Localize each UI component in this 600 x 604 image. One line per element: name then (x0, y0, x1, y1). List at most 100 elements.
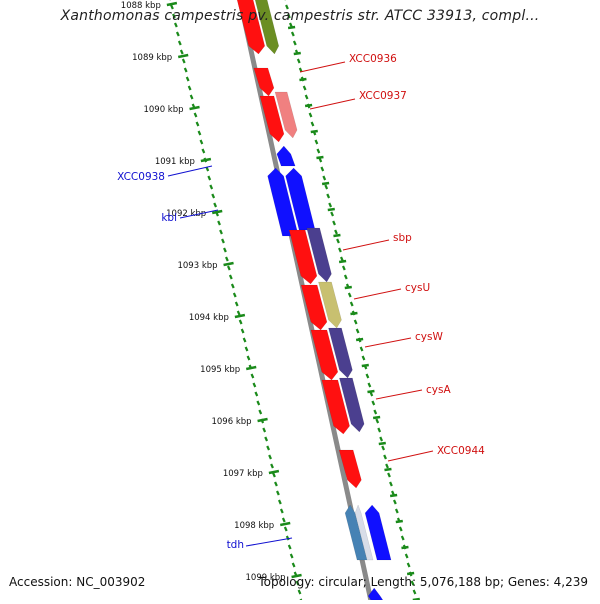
left-scale-dots (228, 274, 233, 280)
gene-arrow-tdh-cog[interactable] (354, 504, 374, 561)
left-scale-dots (285, 535, 290, 541)
right-scale-dots (404, 553, 409, 559)
left-scale-dots (266, 445, 271, 451)
left-scale-dots (281, 517, 286, 523)
gene-arrow-xcc0938-part[interactable] (276, 145, 296, 167)
gene-label-cysa[interactable]: cysA (426, 384, 451, 396)
left-scale-dots (187, 85, 192, 91)
gene-label-xcc0938[interactable]: XCC0938 (117, 171, 165, 183)
gene-arrow-kbl[interactable] (285, 167, 316, 231)
right-scale-dots (383, 454, 387, 460)
left-scale-dots (277, 499, 282, 505)
left-scale-dots (297, 589, 302, 595)
minor-tick-mark (327, 207, 335, 212)
right-scale-dots (285, 4, 289, 10)
tick-label: 1098 kbp (234, 521, 274, 531)
minor-tick-mark (338, 259, 347, 264)
right-scale-dots (302, 85, 307, 91)
right-scale-dots (322, 175, 327, 181)
right-scale-dots (296, 58, 301, 64)
gene-label-kbl[interactable]: kbl (161, 212, 177, 224)
gene-cog-xcc0937[interactable] (274, 91, 298, 139)
left-scale-dots (193, 112, 198, 118)
left-scale-dots (262, 427, 267, 433)
gene-arrow-xcc0937[interactable] (259, 95, 285, 143)
left-scale-dots (225, 256, 229, 262)
gene-cog-cysA[interactable] (339, 377, 365, 433)
gene-cog-sbp[interactable] (306, 227, 332, 283)
right-scale-dots (359, 346, 364, 352)
gene-arrow-xcc0938[interactable] (267, 167, 299, 237)
left-scale-dots (283, 526, 288, 532)
gene-arrow-cysU[interactable] (300, 284, 328, 331)
right-scale-dots (361, 355, 366, 361)
right-scale-dots (341, 265, 346, 271)
gene-label-leader (299, 61, 346, 73)
gene-label-leader (364, 337, 412, 348)
tick-mark (189, 105, 200, 111)
right-scale-dots (328, 202, 333, 208)
gene-label-cysw[interactable]: cysW (415, 331, 443, 343)
tick-label: 1090 kbp (143, 105, 183, 115)
left-scale-dots (272, 472, 276, 478)
gene-arrow-tdh[interactable] (364, 504, 392, 561)
gene-label-tdh[interactable]: tdh (227, 539, 244, 551)
left-scale-dots (268, 454, 272, 460)
gene-label-xcc0937[interactable]: XCC0937 (359, 90, 407, 102)
minor-tick-mark (389, 493, 398, 498)
left-scale-dots (270, 463, 274, 469)
gene-cog-xcc0935[interactable] (254, 0, 280, 55)
left-scale-dots (254, 391, 259, 397)
left-scale-dots (250, 373, 255, 379)
left-scale-dots (217, 220, 221, 226)
gene-label-xcc0944[interactable]: XCC0944 (437, 445, 485, 457)
minor-tick-mark (344, 285, 352, 290)
right-scale-dots (338, 247, 342, 253)
gene-arrow-tdh-cog[interactable] (344, 504, 368, 561)
right-scale-dots (365, 373, 370, 379)
genome-summary-text: Topology: circular; Length: 5,076,188 bp… (258, 575, 588, 589)
tick-mark (223, 261, 234, 267)
right-scale-dots (292, 40, 297, 46)
right-scale-dots (310, 121, 315, 127)
left-scale-dots (197, 130, 202, 136)
minor-tick-mark (372, 415, 381, 420)
right-scale-dots (287, 13, 291, 19)
left-scale-dots (175, 31, 180, 37)
tick-mark (245, 365, 257, 371)
right-scale-dots (349, 301, 354, 307)
tick-label: 1099 kbp (246, 573, 286, 583)
left-scale-dots (226, 265, 231, 271)
right-scale-dots (347, 292, 352, 298)
right-scale-dots (410, 580, 415, 586)
left-scale-dots (209, 184, 214, 190)
left-scale-dots (172, 13, 176, 19)
left-scale-dots (179, 49, 184, 55)
gene-label-leader (387, 450, 434, 462)
gene-arrow-xcc0935[interactable] (236, 0, 266, 55)
gene-cog-cysW[interactable] (328, 327, 353, 379)
left-scale-dots (174, 22, 178, 28)
left-scale-dots (242, 337, 247, 343)
gene-label-xcc0936[interactable]: XCC0936 (349, 53, 397, 65)
right-scale-dots (387, 472, 391, 478)
left-scale-dots (264, 436, 269, 442)
gene-arrow-sbp[interactable] (288, 229, 318, 285)
minor-tick-mark (321, 181, 330, 186)
gene-cog-cysU[interactable] (318, 281, 342, 329)
left-scale-dots (236, 310, 241, 316)
gene-arrow-cysW[interactable] (310, 329, 339, 381)
left-scale-dots (213, 202, 218, 208)
left-scale-dots (289, 553, 294, 559)
tick-mark (279, 521, 291, 527)
tick-label: 1092 kbp (166, 209, 206, 219)
gene-label-sbp[interactable]: sbp (393, 232, 412, 244)
gene-label-cysu[interactable]: cysU (405, 282, 430, 294)
gene-arrow-cysA[interactable] (321, 379, 350, 435)
tick-label: 1097 kbp (223, 469, 263, 479)
gene-arrow-xcc0944[interactable] (338, 449, 362, 489)
tick-mark (268, 469, 280, 475)
gene-arrow-xcc0936[interactable] (253, 67, 275, 97)
